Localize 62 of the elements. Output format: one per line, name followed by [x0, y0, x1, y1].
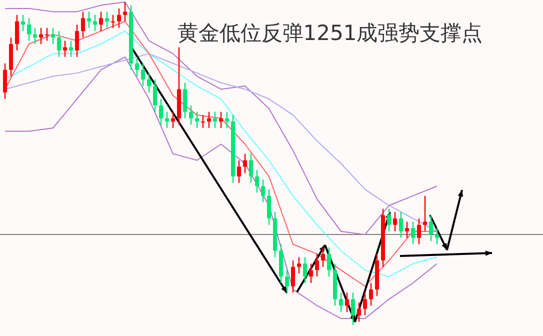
candlestick [303, 256, 307, 284]
candlestick [327, 246, 331, 278]
candlestick [237, 160, 241, 184]
candlestick [429, 214, 433, 242]
candlestick [435, 228, 439, 245]
candlestick [405, 221, 409, 238]
candlestick [411, 221, 415, 245]
title: 黄金低位反弹1251成强势支撑点 [177, 21, 483, 45]
candlestick [75, 24, 79, 58]
candlestick [369, 282, 373, 306]
candlestick [219, 111, 223, 129]
candlestick [261, 179, 265, 203]
candlestick [39, 27, 43, 45]
candlestick [423, 195, 427, 232]
candlestick [69, 40, 73, 58]
candlestick [291, 260, 295, 294]
candlestick [285, 269, 289, 294]
candlestick [357, 302, 361, 322]
candlestick [27, 18, 31, 42]
candlestick [189, 104, 193, 126]
candlestick [87, 11, 91, 28]
candlestick [147, 72, 151, 94]
candlestick [171, 111, 175, 129]
candlestick [339, 292, 343, 313]
candlestick [159, 98, 163, 126]
candlestick [225, 111, 229, 129]
candlestick [63, 40, 67, 58]
candlestick [15, 14, 19, 52]
candlestick [141, 62, 145, 87]
candlestick [255, 169, 259, 194]
candlestick [249, 153, 253, 184]
candlestick [81, 11, 85, 38]
candlestick [3, 62, 7, 100]
candlestick [195, 111, 199, 129]
candlestick [417, 218, 421, 245]
candlestick [117, 8, 121, 28]
candlestick [111, 14, 115, 28]
candlestick [297, 256, 301, 274]
candlestick [393, 211, 397, 232]
candlestick [363, 292, 367, 316]
candlestick [105, 11, 109, 28]
candlestick [267, 188, 271, 226]
candlestick [183, 82, 187, 119]
candlestick [153, 78, 157, 112]
candlestick [309, 263, 313, 284]
candlestick [345, 292, 349, 313]
candlestick [51, 27, 55, 45]
candlestick [57, 30, 61, 58]
candlestick [399, 211, 403, 238]
candlestick [165, 111, 169, 129]
candlestick [201, 114, 205, 129]
candlestick [99, 11, 103, 32]
candlestick [135, 56, 139, 77]
candlestick [21, 14, 25, 32]
candlestick [213, 111, 217, 129]
candlestick [207, 111, 211, 129]
candlestick [33, 27, 37, 45]
candlestick [123, 1, 127, 22]
candlestick [243, 153, 247, 174]
candlestick [315, 253, 319, 278]
candlestick [45, 27, 49, 42]
candlestick [93, 14, 97, 32]
